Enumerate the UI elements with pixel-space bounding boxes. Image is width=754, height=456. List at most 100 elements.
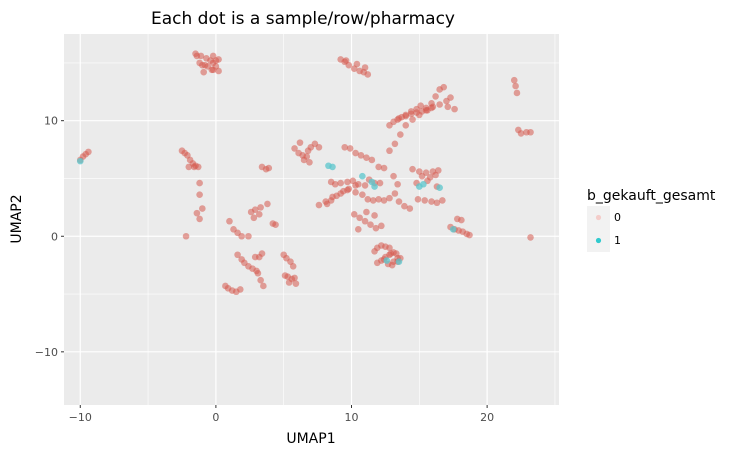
data-point-0	[409, 116, 416, 123]
data-point-0	[510, 76, 518, 84]
data-point-0	[391, 140, 399, 148]
data-point-0	[386, 194, 393, 202]
x-tick-label: 10	[345, 411, 359, 424]
data-point-0	[527, 128, 534, 136]
data-point-0	[182, 232, 190, 240]
data-point-0	[402, 111, 410, 119]
data-point-0	[292, 280, 300, 287]
x-axis-ticks: −10 0 10 20	[69, 405, 494, 424]
data-point-0	[447, 94, 454, 101]
data-point-0	[386, 147, 393, 155]
data-point-0	[418, 108, 426, 115]
data-point-0	[329, 193, 336, 201]
data-point-0	[251, 253, 259, 261]
data-point-0	[200, 68, 207, 76]
data-point-0	[352, 149, 359, 157]
data-point-0	[363, 154, 370, 161]
data-point-0	[391, 190, 399, 197]
data-point-0	[353, 60, 361, 68]
data-point-0	[344, 186, 351, 194]
minor-gridlines	[64, 34, 559, 405]
data-point-0	[193, 209, 201, 217]
data-point-0	[364, 71, 372, 78]
data-point-0	[352, 182, 359, 189]
data-point-0	[254, 269, 262, 277]
data-point-0	[512, 82, 519, 90]
data-point-0	[337, 190, 344, 197]
y-tick-label: 0	[51, 230, 58, 243]
data-point-0	[342, 57, 350, 64]
data-point-0	[199, 61, 206, 69]
y-axis-ticks: −10 0 10	[35, 115, 64, 359]
data-point-0	[375, 163, 382, 171]
data-point-0	[361, 217, 369, 225]
data-point-0	[234, 251, 241, 259]
data-point-0	[238, 232, 245, 240]
data-point-0	[458, 216, 465, 224]
data-point-0	[85, 148, 92, 156]
data-point-0	[428, 198, 435, 205]
data-point-0	[401, 202, 408, 210]
data-point-0	[272, 221, 279, 229]
data-point-0	[255, 210, 263, 218]
data-point-0	[199, 205, 206, 212]
data-point-0	[375, 195, 382, 203]
data-point-0	[257, 204, 264, 211]
data-point-1	[371, 183, 378, 190]
data-point-0	[354, 226, 362, 233]
data-point-1	[420, 180, 427, 188]
data-point-0	[432, 93, 439, 100]
legend-title: b_gekauft_gesamt	[587, 188, 716, 204]
legend: b_gekauft_gesamt 0 1	[587, 188, 716, 252]
x-axis-title: UMAP1	[286, 431, 335, 447]
data-point-0	[363, 208, 370, 216]
data-point-0	[418, 172, 426, 180]
data-point-0	[331, 180, 339, 188]
y-axis-title: UMAP2	[9, 194, 25, 243]
data-point-0	[296, 139, 304, 146]
data-point-0	[291, 145, 298, 152]
data-point-0	[196, 191, 203, 198]
major-gridlines	[64, 34, 559, 405]
data-point-0	[364, 195, 372, 203]
data-point-0	[367, 221, 374, 229]
data-point-0	[257, 276, 264, 284]
data-point-0	[388, 261, 396, 269]
data-point-0	[250, 214, 258, 222]
data-point-0	[406, 205, 414, 212]
scatter-points	[76, 50, 534, 296]
data-point-0	[306, 158, 313, 166]
data-point-0	[376, 179, 384, 187]
data-point-0	[190, 163, 198, 171]
data-point-0	[428, 100, 435, 107]
data-point-0	[451, 105, 458, 113]
data-point-0	[251, 206, 259, 213]
data-point-0	[361, 182, 369, 189]
data-point-0	[226, 217, 233, 225]
y-tick-label: 10	[44, 115, 58, 128]
data-point-0	[357, 152, 365, 159]
data-point-0	[350, 210, 358, 218]
data-point-0	[402, 122, 410, 129]
data-point-0	[421, 197, 429, 204]
data-point-0	[395, 198, 403, 205]
data-point-1	[76, 157, 84, 165]
data-point-0	[185, 163, 193, 171]
data-point-1	[436, 184, 443, 192]
data-point-0	[337, 179, 344, 187]
data-point-0	[439, 197, 446, 204]
data-point-0	[390, 172, 397, 180]
data-point-0	[466, 231, 473, 239]
data-point-0	[417, 102, 424, 109]
data-point-1	[395, 258, 403, 265]
data-point-0	[380, 164, 388, 172]
data-point-0	[265, 164, 273, 172]
data-point-0	[264, 200, 271, 208]
data-point-0	[378, 222, 385, 230]
data-point-0	[196, 179, 203, 187]
data-point-0	[258, 250, 266, 257]
y-tick-label: −10	[35, 346, 58, 359]
data-point-0	[390, 249, 397, 256]
data-point-0	[428, 104, 435, 112]
